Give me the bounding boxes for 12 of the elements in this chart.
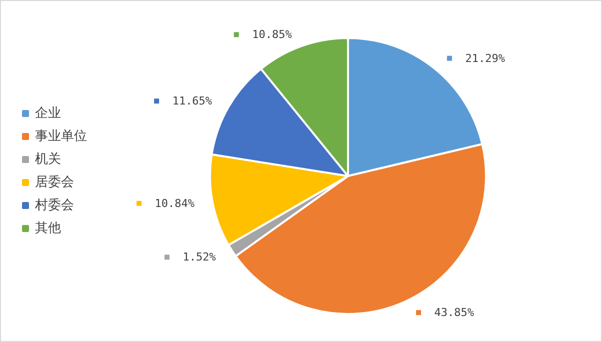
legend-label: 村委会 bbox=[34, 198, 74, 213]
legend-label: 其他 bbox=[35, 221, 61, 236]
data-label: 11.65% bbox=[159, 94, 212, 108]
data-label: 10.84% bbox=[142, 196, 195, 210]
data-label: 10.85% bbox=[238, 28, 292, 42]
data-label: 1.52% bbox=[170, 250, 216, 264]
legend-label: 机关 bbox=[35, 152, 61, 167]
legend-label: 事业单位 bbox=[35, 129, 87, 144]
legend-label: 企业 bbox=[35, 106, 61, 121]
data-label: 21.29% bbox=[452, 52, 506, 65]
legend-label: 居委会 bbox=[35, 175, 74, 190]
data-label: 43.85% bbox=[421, 306, 474, 320]
